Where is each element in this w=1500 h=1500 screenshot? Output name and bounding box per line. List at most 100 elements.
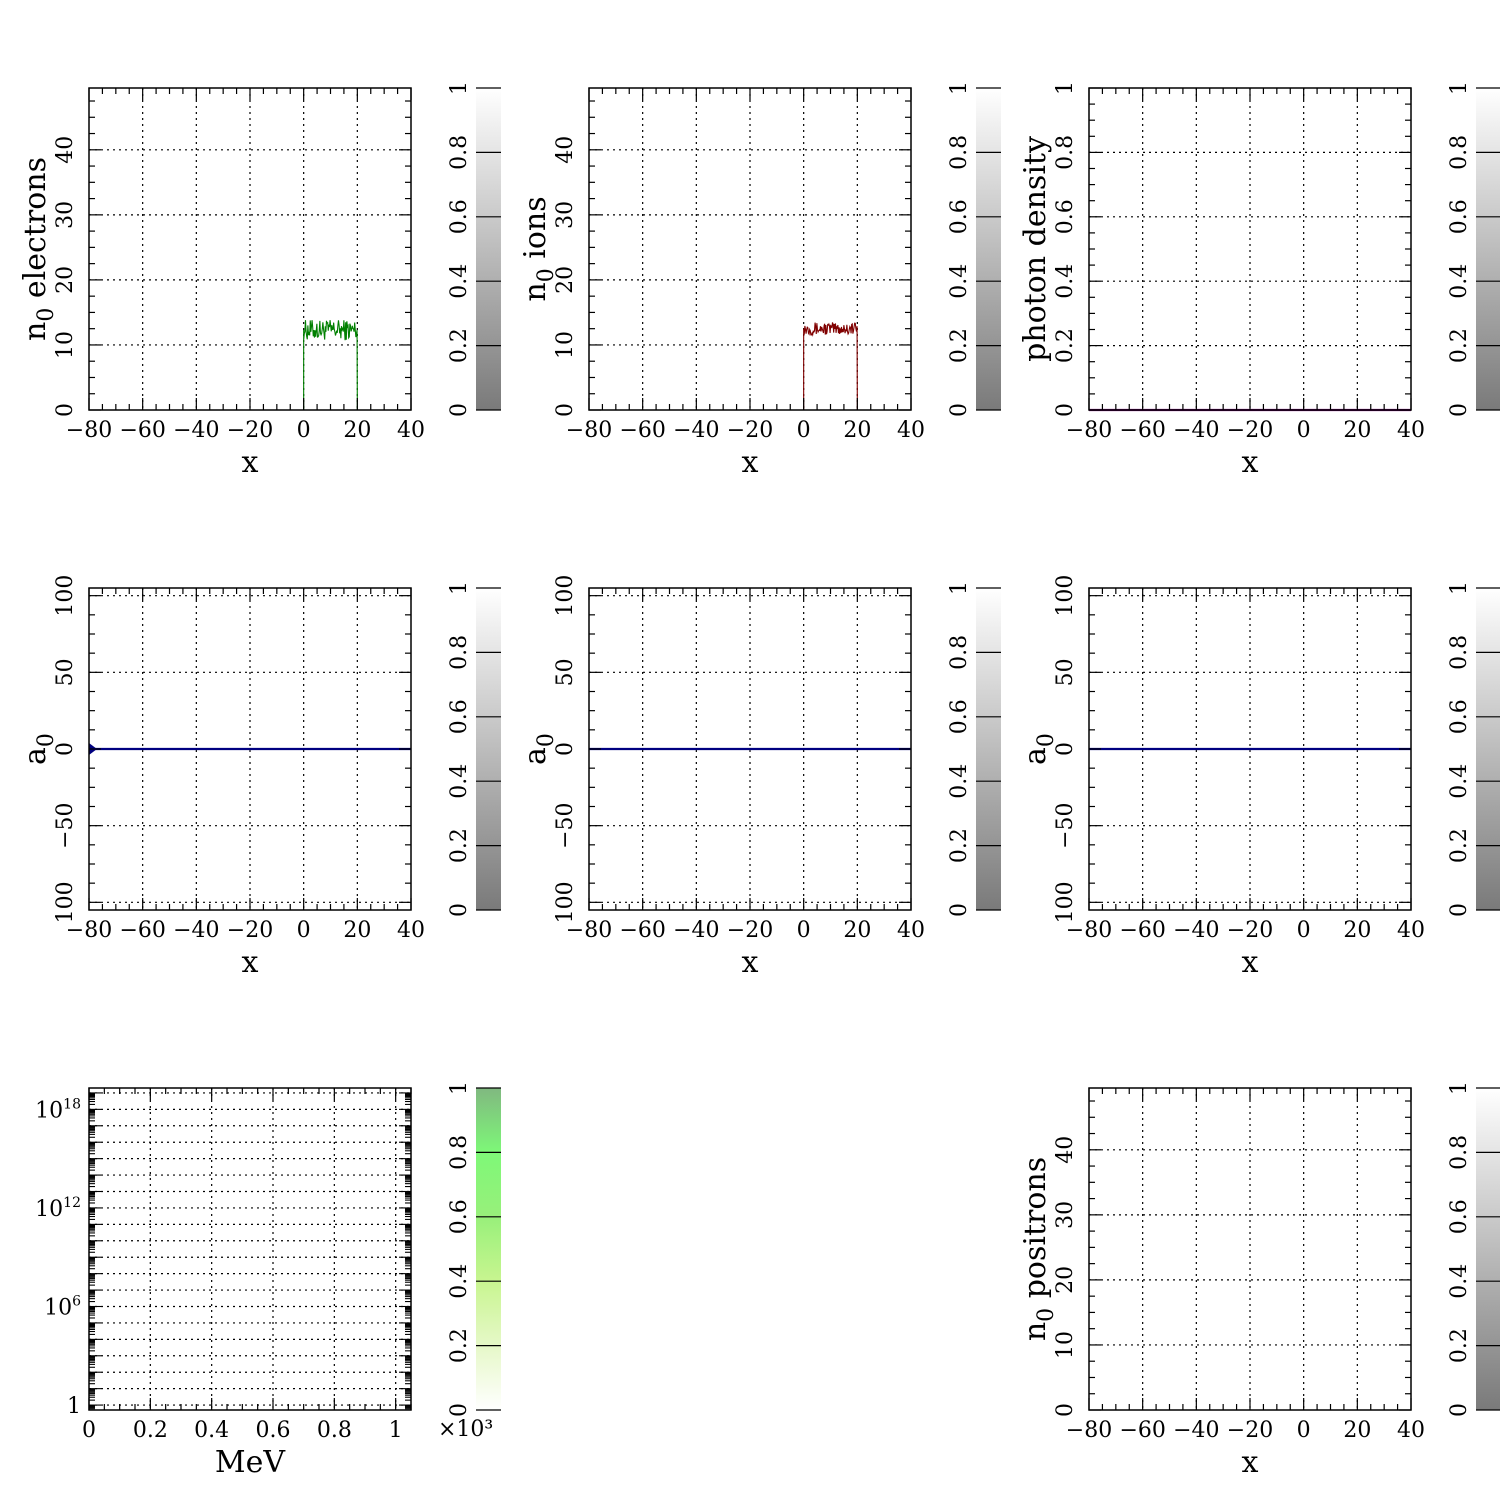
x-tick-label: 20 bbox=[1343, 418, 1371, 443]
colorbar-tick-label: 1 bbox=[1447, 81, 1472, 95]
colorbar-tick-label: 0.2 bbox=[947, 328, 972, 363]
y-tick-label: 1 bbox=[1053, 81, 1078, 95]
x-tick-label: 40 bbox=[1397, 918, 1425, 943]
x-tick-label: 20 bbox=[843, 918, 871, 943]
x-tick-label: −40 bbox=[673, 918, 719, 943]
x-axis-label: x bbox=[1242, 445, 1259, 480]
y-tick-label: 1012 bbox=[35, 1195, 81, 1222]
colorbar-tick-label: 0.4 bbox=[1447, 1264, 1472, 1299]
panel-positrons: −80 −60 −40 −20 0 20 40 0 10 20 30 40 x n0 positrons bbox=[1018, 1087, 1425, 1480]
colorbar-tick-label: 0.2 bbox=[447, 1328, 472, 1363]
y-axis-label: n0 positrons bbox=[1018, 1157, 1059, 1341]
colorbar-tick-label: 0.6 bbox=[947, 199, 972, 234]
panel-electrons: −80 −60 −40 −20 0 20 40 0 10 20 30 40 x n0 electrons bbox=[18, 87, 425, 480]
y-tick-label: 10 bbox=[1053, 1331, 1078, 1359]
panel-field-1: −80 −60 −40 −20 0 20 40 100 −50 0 50 100 x a0 bbox=[18, 575, 425, 980]
colorbar-tick-label: 0 bbox=[447, 903, 472, 917]
x-tick-label: −80 bbox=[66, 918, 112, 943]
colorbar-tick-label: 1 bbox=[447, 81, 472, 95]
x-tick-label: 20 bbox=[343, 418, 371, 443]
y-tick-label: 100 bbox=[1053, 575, 1078, 617]
colorbar-tick-label: 0 bbox=[1447, 403, 1472, 417]
x-tick-label: 40 bbox=[397, 918, 425, 943]
x-tick-label: 0 bbox=[797, 418, 811, 443]
colorbar-tick-label: 0.6 bbox=[447, 199, 472, 234]
y-tick-label: 50 bbox=[53, 658, 78, 686]
x-tick-label: 40 bbox=[897, 418, 925, 443]
colorbar-1: 0 0.2 0.4 0.6 0.8 1 bbox=[947, 81, 1001, 417]
x-tick-label: 0 bbox=[82, 1418, 96, 1443]
panel-photons: −80 −60 −40 −20 0 20 40 0 0.2 0.4 0.6 0.8 1 x photon d… bbox=[1018, 81, 1425, 480]
colorbar-gradient bbox=[1476, 88, 1500, 410]
x-axis-label: x bbox=[242, 945, 259, 980]
colorbar-2: 0 0.2 0.4 0.6 0.8 1 bbox=[1447, 81, 1500, 417]
colorbar-tick-label: 1 bbox=[947, 581, 972, 595]
colorbar-tick-label: 0 bbox=[947, 903, 972, 917]
y-tick-label: −50 bbox=[1053, 802, 1078, 848]
colorbar-gradient bbox=[976, 588, 1001, 910]
colorbar-gradient bbox=[976, 88, 1001, 410]
colorbar-tick-label: 0 bbox=[1447, 903, 1472, 917]
y-tick-label: 0 bbox=[553, 403, 578, 417]
y-tick-label: 30 bbox=[53, 201, 78, 229]
x-axis-label: x bbox=[1242, 945, 1259, 980]
colorbar-tick-label: 0.6 bbox=[1447, 1199, 1472, 1234]
colorbar-3: 0 0.2 0.4 0.6 0.8 1 bbox=[447, 581, 501, 917]
x-tick-label: −80 bbox=[566, 918, 612, 943]
y-tick-label: 20 bbox=[1053, 1266, 1078, 1294]
x-tick-label: −20 bbox=[1227, 418, 1273, 443]
x-tick-label: −20 bbox=[227, 918, 273, 943]
x-tick-label: 1 bbox=[389, 1418, 403, 1443]
y-tick-label: 20 bbox=[553, 266, 578, 294]
colorbar-tick-label: 1 bbox=[1447, 581, 1472, 595]
y-axis-label: photon density bbox=[1018, 136, 1053, 362]
panel-field-3: −80 −60 −40 −20 0 20 40 100 −50 0 50 100 x a0 bbox=[1018, 575, 1425, 980]
panel-field-2: −80 −60 −40 −20 0 20 40 100 −50 0 50 100 x a0 bbox=[518, 575, 925, 980]
colorbar-tick-label: 0 bbox=[447, 403, 472, 417]
x-tick-label: −40 bbox=[1173, 418, 1219, 443]
x-tick-label: 0.6 bbox=[256, 1418, 291, 1443]
colorbar-tick-label: 0 bbox=[947, 403, 972, 417]
y-tick-label: 0 bbox=[1053, 403, 1078, 417]
y-axis-label: n0 electrons bbox=[18, 157, 59, 341]
x-axis-label: x bbox=[1242, 1445, 1259, 1480]
x-tick-label: 0 bbox=[1297, 418, 1311, 443]
colorbar-tick-label: 0.2 bbox=[447, 828, 472, 863]
x-tick-label: −80 bbox=[1066, 1418, 1112, 1443]
y-tick-label: 0 bbox=[1053, 742, 1078, 756]
y-axis-label: a0 bbox=[18, 733, 59, 765]
y-axis-label: a0 bbox=[1018, 733, 1059, 765]
colorbar-gradient bbox=[1476, 588, 1500, 910]
x-tick-label: −60 bbox=[1119, 1418, 1165, 1443]
x-tick-label: −60 bbox=[119, 418, 165, 443]
x-tick-label: −60 bbox=[1119, 418, 1165, 443]
colorbar-gradient bbox=[476, 1088, 501, 1410]
x-tick-label: 0.2 bbox=[133, 1418, 168, 1443]
colorbar-4: 0 0.2 0.4 0.6 0.8 1 bbox=[947, 581, 1001, 917]
y-tick-label: 0 bbox=[53, 403, 78, 417]
colorbar-gradient bbox=[476, 88, 501, 410]
x-tick-label: 40 bbox=[397, 418, 425, 443]
colorbar-tick-label: 0.4 bbox=[947, 264, 972, 299]
x-axis-label: x bbox=[242, 445, 259, 480]
y-tick-label: −50 bbox=[53, 802, 78, 848]
colorbar-tick-label: 0.4 bbox=[447, 764, 472, 799]
colorbar-tick-label: 0.8 bbox=[1447, 1135, 1472, 1170]
x-tick-label: 40 bbox=[1397, 1418, 1425, 1443]
series-line-electrons bbox=[89, 320, 411, 411]
x-tick-label: −60 bbox=[1119, 918, 1165, 943]
axes-frame bbox=[88, 1087, 412, 1411]
x-tick-label: 40 bbox=[1397, 418, 1425, 443]
x-tick-label: 0 bbox=[297, 918, 311, 943]
y-tick-label: 40 bbox=[1053, 1136, 1078, 1164]
colorbar-tick-label: 0 bbox=[447, 1403, 472, 1417]
colorbar-tick-label: 0.8 bbox=[447, 135, 472, 170]
colorbar-tick-label: 0.4 bbox=[447, 264, 472, 299]
colorbar-tick-label: 0.2 bbox=[947, 828, 972, 863]
y-axis-label: n0 ions bbox=[518, 196, 559, 301]
y-tick-label: 50 bbox=[1053, 658, 1078, 686]
colorbar-tick-label: 0.4 bbox=[1447, 764, 1472, 799]
x-tick-label: 0 bbox=[297, 418, 311, 443]
